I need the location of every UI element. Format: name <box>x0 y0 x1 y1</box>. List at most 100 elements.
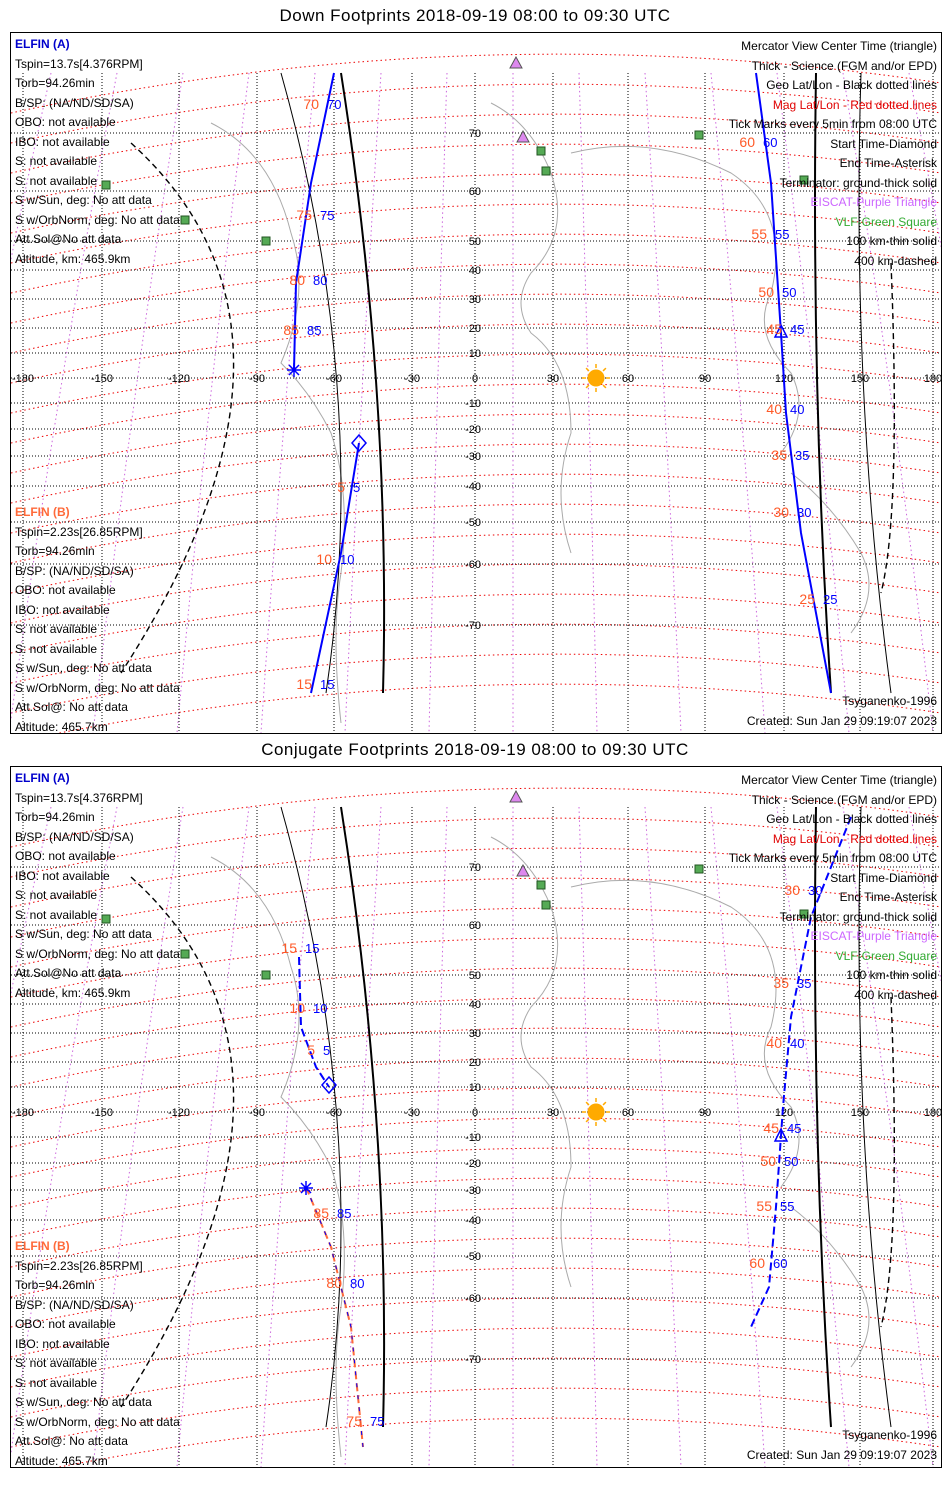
lon-tick-label: -120 <box>168 1107 190 1119</box>
lon-tick-label: 0 <box>472 373 478 385</box>
sun-ray <box>585 384 590 389</box>
elfin-b-line: Att.Sol@: No att data <box>15 1434 128 1448</box>
track-tick-label: 85 <box>337 1206 351 1221</box>
track-tick-label: 25 <box>799 591 815 607</box>
mag-lat-line <box>11 1297 941 1358</box>
track-tick-label: 5 <box>337 479 345 495</box>
lon-tick-label: -30 <box>404 373 420 385</box>
elfin-b-line: B/SP: (NA/ND/SD/SA) <box>15 563 134 578</box>
lat-tick-label: 70 <box>469 862 481 874</box>
mag-lon-line <box>92 806 184 1467</box>
lon-tick-label: 30 <box>547 373 559 385</box>
mag-lon-line <box>344 806 382 1467</box>
legend-item: Start Time-Diamond <box>830 870 937 885</box>
mag-lon-line <box>842 72 934 733</box>
track-tick-label: 45 <box>766 321 782 337</box>
track-tick-label: 70 <box>303 96 319 112</box>
lat-tick-label: -20 <box>465 1158 481 1170</box>
elfin-a-header: ELFIN (A) <box>15 771 70 785</box>
lon-tick-label: -150 <box>91 373 113 385</box>
track-tick-label: 35 <box>773 975 789 991</box>
elfin-b-line: S w/Sun, deg: No att data <box>15 661 152 675</box>
eiscat-triangle-icon <box>509 55 523 69</box>
mag-lat-line <box>11 413 941 474</box>
track-tick-label: 60 <box>773 1256 787 1271</box>
coastline <box>790 1206 870 1368</box>
lon-tick-label: 150 <box>851 373 869 385</box>
track-tick-label: 30 <box>808 883 822 898</box>
track-tick-label: 45 <box>787 1121 801 1136</box>
lat-tick-label: -30 <box>465 1185 481 1197</box>
mag-lat-line <box>11 1267 941 1328</box>
sun-icon <box>587 369 605 387</box>
terminator-100km-line-east <box>858 806 892 1428</box>
elfin-b-line: Altitude: 465.7km <box>15 719 108 734</box>
mag-lat-line <box>11 967 941 1028</box>
mag-lat-line <box>11 383 941 444</box>
lon-tick-label: 60 <box>622 1107 634 1119</box>
terminator-400km-line-east <box>880 262 896 594</box>
track-tick-label: 60 <box>739 134 755 150</box>
sun-ray <box>602 367 607 372</box>
mag-lat-line <box>11 503 941 564</box>
track-tick-label: 30 <box>784 882 800 898</box>
sun-ray <box>585 367 590 372</box>
lon-tick-label: -120 <box>168 373 190 385</box>
elfin-b-line: OBO: not available <box>15 583 116 597</box>
lat-tick-label: -70 <box>465 620 481 632</box>
vlf-square-icon <box>180 949 190 959</box>
legend-item: Terminator: ground-thick solid <box>779 175 937 190</box>
lat-tick-label: -10 <box>465 398 481 410</box>
elfin-b-line: Tspin=2.23s[26.85RPM] <box>15 1258 143 1273</box>
track-tick-label: 30 <box>797 505 811 520</box>
elfin-a-header: ELFIN (A) <box>15 37 70 51</box>
mag-lon-line <box>842 806 934 1467</box>
legend-item: End Time-Asterisk <box>839 156 937 170</box>
elfin-b-line: S w/OrbNorm, deg: No att data <box>15 680 180 695</box>
vlf-square-icon <box>694 864 704 874</box>
elfin-b-header: ELFIN (B) <box>15 1239 70 1253</box>
track-tick-label: 75 <box>370 1414 384 1429</box>
terminator-ground-line <box>340 72 386 694</box>
coastline <box>790 472 870 634</box>
elfin-b-info: ELFIN (B) Tspin=2.23s[26.85RPM] Torb=94.… <box>15 503 180 734</box>
mag-lat-line <box>11 1237 941 1298</box>
lon-tick-label: 90 <box>699 373 711 385</box>
mag-lat-line <box>11 143 941 204</box>
legend-item: VLF-Green Square <box>835 948 937 963</box>
legend-item: Thick - Science (FGM and/or EPD) <box>751 58 937 73</box>
coastline <box>210 856 345 1458</box>
mag-lat-line <box>11 1057 941 1118</box>
elfin-a-line: Att.Sol@No att data <box>15 232 122 246</box>
legend-item: 100 km-thin solid <box>846 234 937 248</box>
track-tick-label: 35 <box>797 976 811 991</box>
track-tick-label: 40 <box>790 1036 804 1051</box>
track-tick-label: 50 <box>758 284 774 300</box>
vlf-square-icon <box>261 970 271 980</box>
track-tick-label: 45 <box>790 322 804 337</box>
sun-ray <box>602 384 607 389</box>
legend-item: Mercator View Center Time (triangle) <box>741 39 937 53</box>
lat-tick-label: 40 <box>469 265 481 277</box>
track-tick-label: 15 <box>281 940 297 956</box>
vlf-square-icon <box>541 166 551 176</box>
track-tick-label: 85 <box>307 323 321 338</box>
elfin-a-track-west <box>293 72 335 371</box>
elfin-a-line: Altitude, km: 465.9km <box>15 985 131 1000</box>
mag-lon-line <box>644 806 682 1467</box>
lon-tick-label: 120 <box>775 1107 793 1119</box>
footer-info: Tsyganenko-1996 Created: Sun Jan 29 09:1… <box>747 692 937 731</box>
track-tick-label: 10 <box>289 1000 305 1016</box>
elfin-a-line: IBO: not available <box>15 134 110 149</box>
created-timestamp: Created: Sun Jan 29 09:19:07 2023 <box>746 713 937 728</box>
lon-tick-label: -180 <box>12 373 34 385</box>
lat-tick-label: -40 <box>465 1215 481 1227</box>
track-tick-label: 10 <box>316 551 332 567</box>
elfin-b-line: B/SP: (NA/ND/SD/SA) <box>15 1297 134 1312</box>
end-asterisk-icon <box>287 363 301 377</box>
legend-item: Tick Marks every 5min from 08:00 UTC <box>728 851 937 865</box>
track-tick-label: 55 <box>751 226 767 242</box>
sun-ray <box>585 1101 590 1106</box>
track-tick-label: 75 <box>296 207 312 223</box>
sun-ray <box>602 1101 607 1106</box>
